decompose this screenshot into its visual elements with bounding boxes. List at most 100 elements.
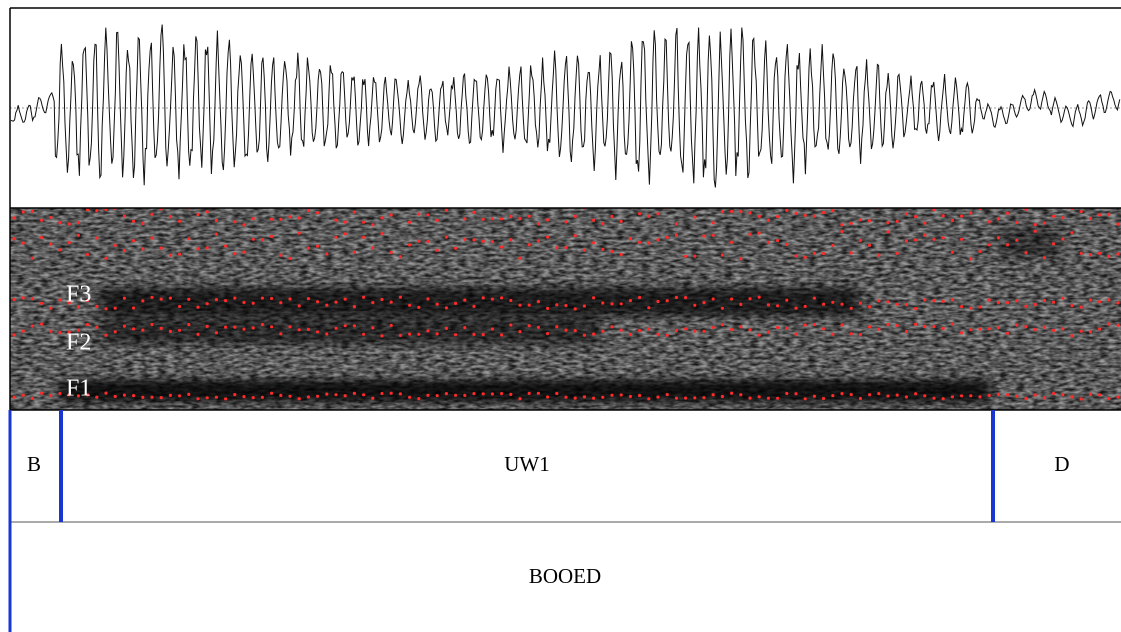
formant-dot xyxy=(297,216,301,220)
formant-dot xyxy=(702,301,706,305)
formant-dot xyxy=(306,297,310,301)
formant-dot xyxy=(67,222,71,226)
formant-dot xyxy=(500,217,504,221)
formant-dot xyxy=(1116,323,1120,327)
formant-dot xyxy=(564,220,568,224)
formant-dot xyxy=(987,393,991,397)
formant-dot xyxy=(1116,252,1120,256)
formant-dot xyxy=(812,323,817,327)
formant-dot xyxy=(306,327,310,331)
formant-dot xyxy=(1024,396,1028,401)
formant-dot xyxy=(1006,211,1010,215)
formant-dot xyxy=(380,334,384,338)
formant-dot xyxy=(601,329,605,333)
formant-dot xyxy=(288,215,292,219)
formant-dot xyxy=(86,322,90,327)
formant-dot xyxy=(1015,394,1019,398)
formant-dot xyxy=(58,330,62,335)
formant-dot xyxy=(371,396,375,400)
formant-dot xyxy=(371,223,375,227)
formant-dot xyxy=(67,301,71,305)
formant-dot xyxy=(840,229,844,234)
formant-dot xyxy=(1061,327,1065,331)
formant-dot xyxy=(67,393,71,397)
formant-dot xyxy=(362,295,366,299)
formant-dot xyxy=(21,329,25,333)
formant-dot xyxy=(914,306,918,311)
formant-dot xyxy=(435,302,439,306)
formant-dot xyxy=(601,222,605,226)
formant-dot xyxy=(895,393,899,397)
formant-dot xyxy=(748,328,752,332)
formant-dot xyxy=(1042,298,1046,303)
formant-label: F1 xyxy=(66,376,91,402)
formant-dot xyxy=(12,237,16,241)
formant-dot xyxy=(481,239,485,243)
formant-dot xyxy=(812,296,817,300)
formant-dot xyxy=(509,214,513,219)
formant-dot xyxy=(260,322,264,327)
formant-dot xyxy=(1116,301,1120,305)
formant-dot xyxy=(334,326,338,330)
formant-dot xyxy=(233,296,237,300)
formant-dot xyxy=(1079,329,1083,333)
formant-dot xyxy=(546,235,550,239)
formant-dot xyxy=(1024,251,1028,255)
formant-dot xyxy=(214,232,218,236)
formant-dot xyxy=(831,394,835,398)
formant-dot xyxy=(1088,330,1092,334)
formant-dot xyxy=(270,296,274,301)
formant-dot xyxy=(95,209,99,213)
formant-dot xyxy=(30,396,34,400)
formant-dot xyxy=(638,240,642,244)
formant-dot xyxy=(95,304,99,308)
formant-dot xyxy=(592,396,596,400)
formant-dot xyxy=(766,240,771,244)
formant-dot xyxy=(260,238,264,242)
formant-dot xyxy=(555,303,559,307)
formant-dot xyxy=(1052,300,1056,304)
formant-dot xyxy=(518,330,522,334)
formant-dot xyxy=(546,306,550,310)
formant-dot xyxy=(536,325,541,329)
formant-dot xyxy=(527,324,531,328)
formant-dot xyxy=(49,306,53,310)
formant-dot xyxy=(352,391,356,395)
formant-dot xyxy=(822,396,826,401)
formant-dot xyxy=(316,211,320,215)
formant-dot xyxy=(693,329,697,333)
formant-dot xyxy=(187,237,191,241)
formant-dot xyxy=(564,303,568,308)
formant-dot xyxy=(417,332,421,336)
formant-dot xyxy=(260,296,264,300)
formant-dot xyxy=(150,395,154,399)
formant-dot xyxy=(141,221,145,226)
formant-dot xyxy=(122,248,126,253)
formant-dot xyxy=(601,247,605,251)
formant-dot xyxy=(904,239,909,243)
formant-dot xyxy=(950,322,955,326)
formant-dot xyxy=(536,222,541,226)
formant-dot xyxy=(306,395,310,399)
formant-dot xyxy=(472,304,476,308)
formant-dot xyxy=(1107,212,1111,216)
formant-dot xyxy=(132,219,136,223)
formant-dot xyxy=(408,395,412,399)
formant-dot xyxy=(178,252,182,256)
formant-dot xyxy=(868,325,872,329)
formant-dot xyxy=(527,214,531,218)
formant-dot xyxy=(555,325,559,329)
formant-dot xyxy=(481,332,485,337)
formant-dot xyxy=(1116,222,1120,226)
formant-dot xyxy=(233,220,237,224)
formant-dot xyxy=(656,238,660,242)
formant-dot xyxy=(518,216,522,221)
formant-dot xyxy=(76,305,80,309)
formant-dot xyxy=(1052,328,1056,332)
formant-dot xyxy=(601,395,605,399)
formant-dot xyxy=(168,393,172,397)
formant-dot xyxy=(150,212,154,216)
formant-dot xyxy=(886,394,890,398)
formant-dot xyxy=(398,333,402,337)
formant-dot xyxy=(389,250,393,255)
